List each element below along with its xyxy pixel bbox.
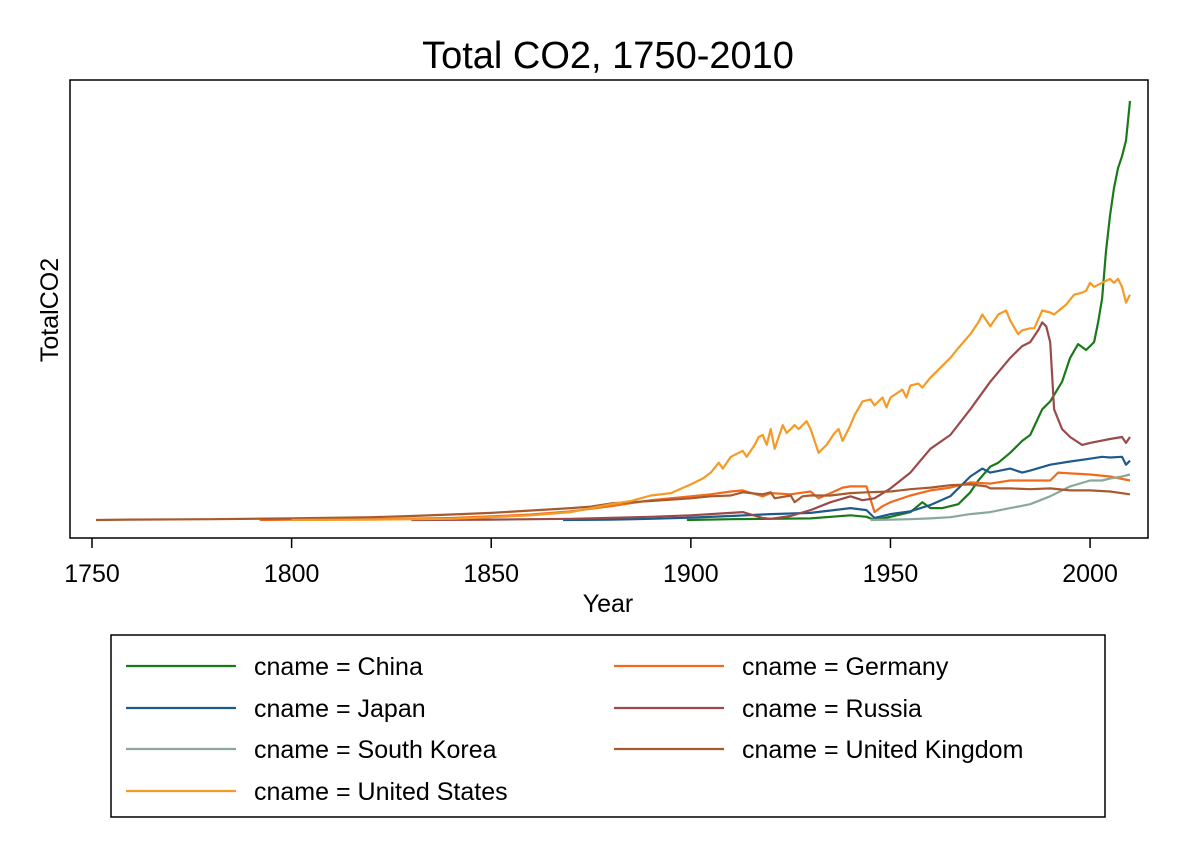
x-tick-label-5: 2000	[1062, 560, 1118, 588]
series-line-3	[411, 321, 1131, 522]
legend-label-5: cname = United Kingdom	[742, 736, 1023, 764]
chart-title: Total CO2, 1750-2010	[422, 35, 794, 77]
plot-area	[95, 100, 1132, 522]
legend-label-6: cname = United States	[254, 778, 508, 806]
x-tick-label-1: 1800	[264, 560, 320, 588]
x-axis: 1750 1800 1850 1900 1950 2000	[64, 538, 1118, 588]
legend-label-2: cname = Japan	[254, 695, 426, 723]
x-tick-label-2: 1850	[463, 560, 519, 588]
series-line-5	[95, 483, 1131, 522]
legend-box	[110, 634, 1106, 818]
x-axis-label: Year	[583, 590, 634, 618]
x-tick-label-4: 1950	[863, 560, 919, 588]
series-line-4	[870, 473, 1131, 522]
legend: cname = China cname = Germany cname = Japa…	[126, 653, 1023, 806]
y-axis-label: TotalCO2	[36, 258, 64, 362]
legend-label-1: cname = Germany	[742, 653, 949, 681]
series-line-6	[291, 277, 1131, 522]
legend-label-4: cname = South Korea	[254, 736, 497, 764]
x-tick-label-0: 1750	[64, 560, 120, 588]
x-tick-label-3: 1900	[663, 560, 719, 588]
plot-frame	[69, 79, 1149, 539]
legend-label-3: cname = Russia	[742, 695, 922, 723]
legend-label-0: cname = China	[254, 653, 423, 681]
